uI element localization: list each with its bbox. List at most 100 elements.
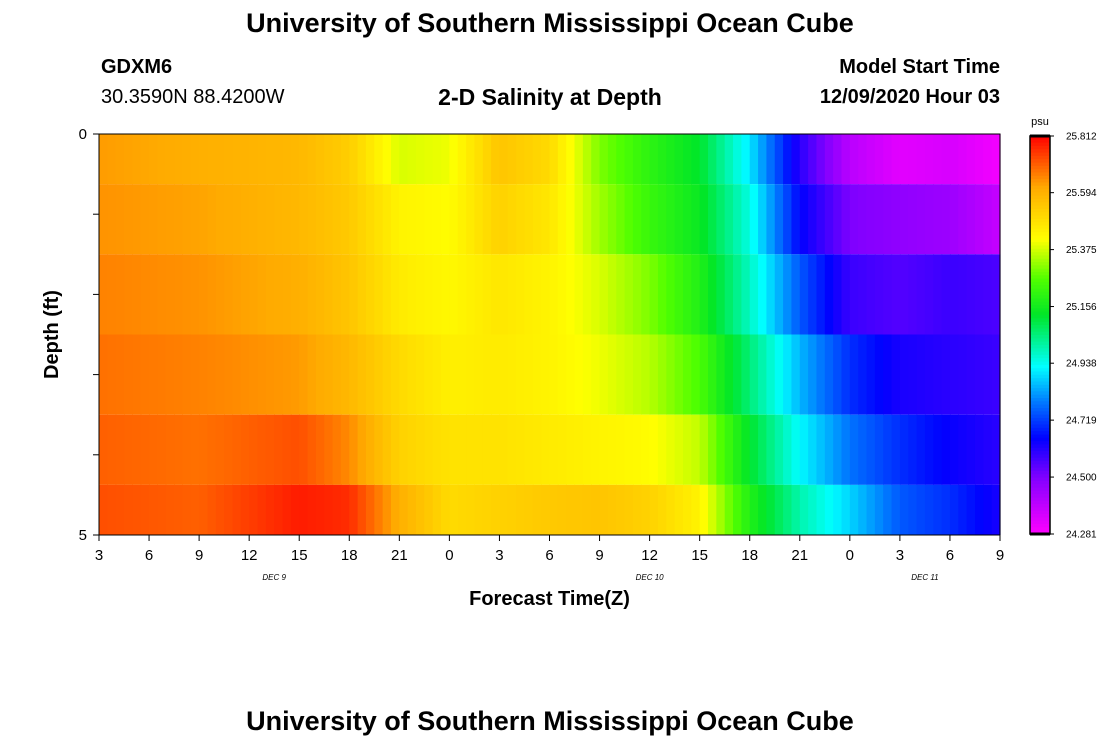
heatmap-cell: [841, 484, 851, 536]
heatmap-cell: [607, 334, 617, 415]
heatmap-cell: [390, 334, 400, 415]
heatmap-cell: [299, 334, 309, 415]
heatmap-cell: [165, 334, 175, 415]
heatmap-cell: [349, 134, 359, 185]
heatmap-cell: [265, 254, 275, 335]
heatmap-cell: [983, 184, 993, 255]
colorbar-swatch: [1030, 325, 1050, 329]
heatmap-cell: [232, 414, 242, 485]
heatmap-cell: [799, 254, 809, 335]
heatmap-cell: [833, 414, 843, 485]
heatmap-cell: [199, 334, 209, 415]
heatmap-cell: [824, 484, 834, 536]
heatmap-cell: [315, 254, 325, 335]
heatmap-cell: [424, 184, 434, 255]
heatmap-cell: [983, 134, 993, 185]
heatmap-cell: [716, 254, 726, 335]
heatmap-cell: [582, 184, 592, 255]
heatmap-cell: [99, 254, 108, 335]
heatmap-cell: [265, 334, 275, 415]
heatmap-cell: [399, 334, 409, 415]
heatmap-cell: [774, 334, 784, 415]
colorbar-swatch: [1030, 497, 1050, 502]
colorbar-swatch: [1030, 291, 1050, 296]
heatmap-cell: [124, 134, 133, 185]
colorbar-swatch: [1030, 165, 1050, 170]
heatmap-cell: [699, 184, 709, 255]
heatmap-cell: [716, 134, 726, 185]
heatmap-cell: [349, 184, 359, 255]
heatmap-cell: [833, 484, 843, 536]
heatmap-cell: [841, 414, 851, 485]
heatmap-cell: [708, 134, 717, 185]
heatmap-cell: [491, 414, 501, 485]
colorbar-swatch: [1030, 447, 1050, 452]
colorbar-swatch: [1030, 305, 1050, 310]
colorbar-swatch: [1030, 517, 1050, 522]
heatmap-cell: [574, 134, 584, 185]
colorbar-swatch: [1030, 490, 1050, 495]
colorbar-swatch: [1030, 407, 1050, 412]
heatmap-cell: [99, 334, 108, 415]
heatmap-cell: [607, 134, 617, 185]
heatmap-cell: [374, 254, 384, 335]
heatmap-cell: [824, 414, 834, 485]
heatmap-cell: [866, 334, 876, 415]
heatmap-cell: [332, 414, 342, 485]
heatmap-cell: [774, 184, 784, 255]
heatmap-cell: [282, 414, 292, 485]
x-tick-label: 6: [946, 547, 954, 564]
heatmap-cell: [774, 414, 784, 485]
colorbar-swatch: [1030, 480, 1050, 485]
heatmap-cell: [432, 184, 442, 255]
heatmap-cell: [883, 484, 893, 536]
heatmap-cell: [674, 334, 684, 415]
heatmap-cell: [866, 254, 876, 335]
heatmap-cell: [566, 414, 576, 485]
heatmap-cell: [499, 134, 509, 185]
heatmap-cell: [841, 134, 851, 185]
heatmap-cell: [340, 334, 350, 415]
heatmap-cell: [799, 334, 809, 415]
colorbar-swatch: [1030, 464, 1050, 469]
heatmap-cell: [224, 334, 234, 415]
heatmap-cell: [699, 254, 709, 335]
heatmap-cell: [399, 484, 409, 536]
heatmap-cell: [174, 334, 184, 415]
heatmap-cell: [132, 484, 142, 536]
heatmap-cell: [624, 254, 634, 335]
colorbar-swatch: [1030, 262, 1050, 266]
colorbar-swatch: [1030, 388, 1050, 392]
heatmap-cell: [991, 134, 1001, 185]
model-start-label: Model Start Time: [839, 56, 1000, 78]
heatmap-cell: [165, 134, 175, 185]
heatmap-cell: [808, 334, 818, 415]
heatmap-cell: [666, 254, 676, 335]
heatmap-cell: [541, 184, 551, 255]
colorbar-swatch: [1030, 467, 1050, 472]
heatmap-cell: [908, 414, 918, 485]
heatmap-cell: [257, 184, 267, 255]
colorbar-swatch: [1030, 142, 1050, 147]
heatmap-cell: [299, 484, 309, 536]
colorbar-swatch: [1030, 421, 1050, 426]
heatmap-cell: [190, 254, 200, 335]
heatmap-cell: [766, 334, 776, 415]
heatmap-cell: [649, 334, 659, 415]
heatmap-cell: [482, 184, 492, 255]
heatmap-cell: [207, 254, 217, 335]
heatmap-cell: [632, 484, 642, 536]
heatmap-cell: [507, 484, 517, 536]
heatmap-cell: [933, 484, 943, 536]
colorbar-swatch: [1030, 411, 1050, 416]
heatmap-cell: [749, 334, 759, 415]
heatmap-cell: [466, 184, 476, 255]
heatmap-cell: [249, 184, 259, 255]
heatmap-cell: [324, 414, 334, 485]
heatmap-cell: [491, 134, 501, 185]
colorbar-swatch: [1030, 268, 1050, 273]
colorbar-swatch: [1030, 477, 1050, 482]
heatmap-cell: [624, 334, 634, 415]
heatmap-cell: [340, 414, 350, 485]
heatmap-cell: [624, 414, 634, 485]
